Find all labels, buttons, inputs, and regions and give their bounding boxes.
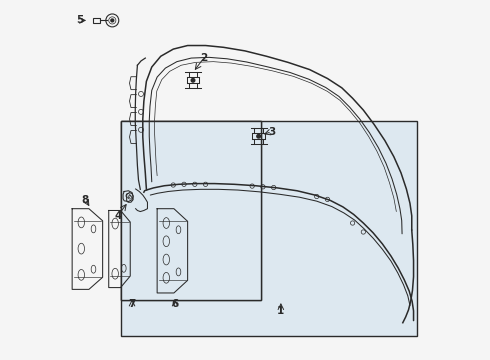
Text: 8: 8	[82, 195, 89, 205]
Bar	[122, 121, 417, 336]
Bar	[122, 121, 417, 336]
Bar	[122, 121, 261, 300]
Text: 4: 4	[114, 211, 122, 221]
Text: 2: 2	[200, 53, 207, 63]
Text: 6: 6	[172, 299, 179, 309]
Bar	[122, 121, 261, 300]
Text: 3: 3	[268, 127, 275, 136]
Circle shape	[191, 78, 195, 82]
Circle shape	[111, 19, 114, 22]
Circle shape	[257, 134, 260, 138]
Text: 7: 7	[128, 299, 136, 309]
Text: 1: 1	[277, 306, 285, 316]
Text: 5: 5	[76, 15, 84, 26]
Bar	[93, 18, 100, 23]
